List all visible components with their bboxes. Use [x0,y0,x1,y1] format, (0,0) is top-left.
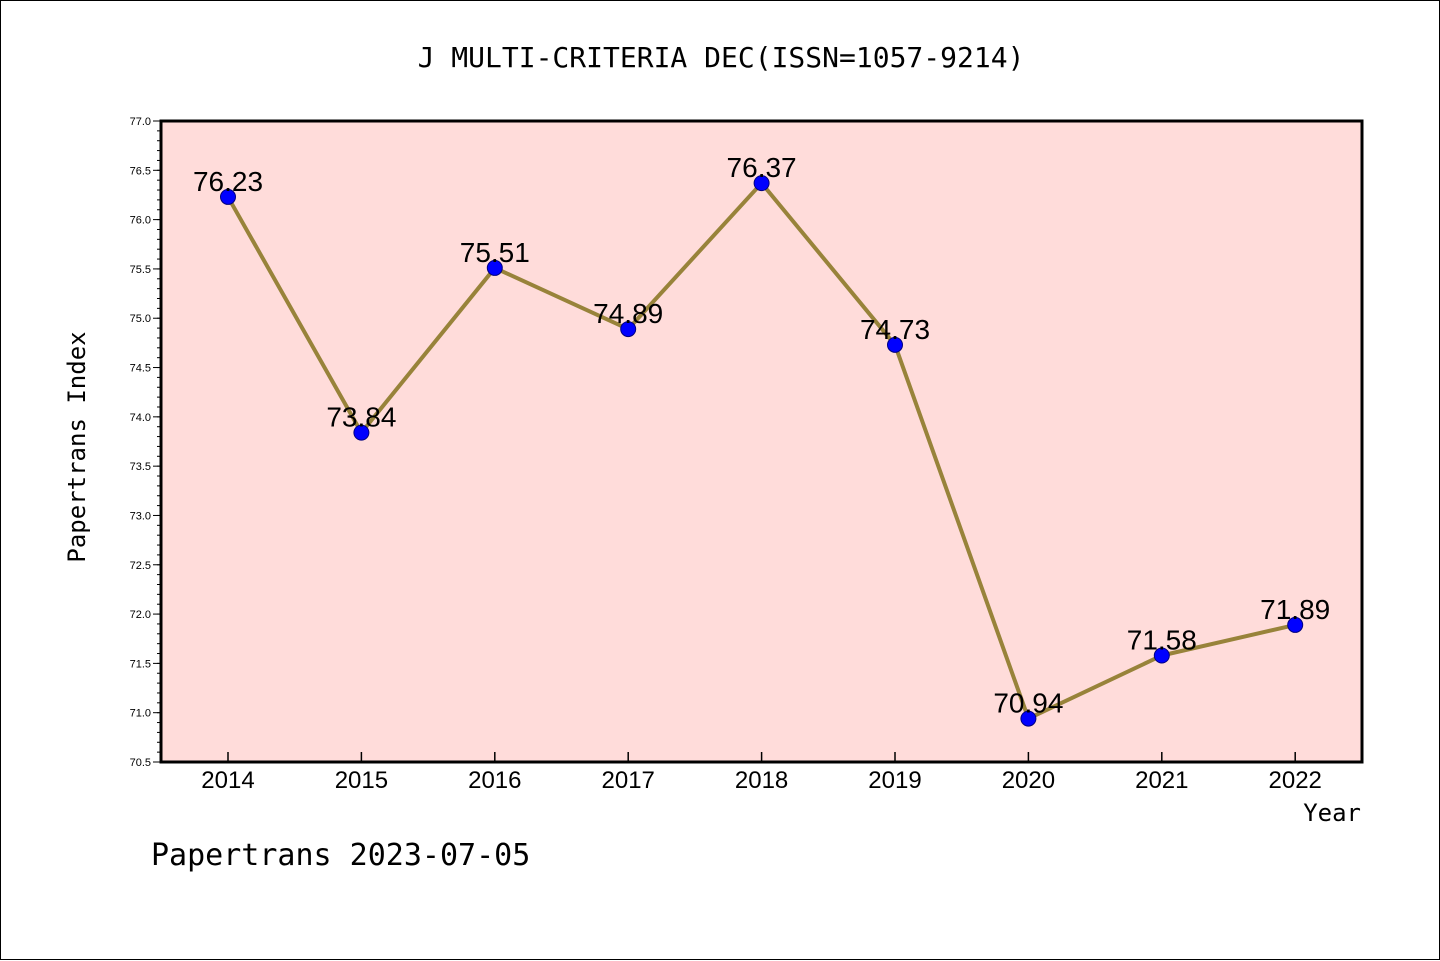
data-point [753,175,770,192]
y-tick-label: 72.0 [130,609,151,621]
y-tick-label: 73.5 [130,461,151,473]
data-label: 74.73 [860,314,930,345]
y-tick-label: 71.5 [130,658,151,670]
data-label: 73.84 [326,402,396,433]
x-tick-label: 2017 [602,767,655,794]
data-point [1287,616,1304,633]
data-point [220,188,236,205]
x-tick-label: 2022 [1269,767,1322,794]
y-tick-label: 74.5 [130,363,151,375]
x-tick-label: 2020 [1002,767,1055,794]
y-axis-label: Papertrans Index [63,331,91,562]
data-label: 76.37 [727,152,797,183]
y-axis: 70.5 71.0 71.5 72.0 72.5 73.0 73.5 74.0 74.5 75.0… [130,116,161,769]
data-point [1020,710,1037,727]
data-label: 74.89 [593,298,663,329]
y-tick-label: 71.0 [130,708,151,720]
data-point [1153,647,1170,664]
data-points [220,175,1304,727]
data-labels: 76.23 73.84 75.51 74.89 76.37 74.73 70.94 71.58… [193,152,1330,718]
data-label: 71.89 [1260,594,1330,625]
y-tick-label: 76.0 [130,215,151,227]
x-axis: 2014 2015 2016 2017 2018 2019 2020 2021 2022 [201,752,1322,794]
plot-area [161,121,1362,762]
chart-title: J MULTI-CRITERIA DEC(ISSN=1057-9214) [418,41,1025,74]
data-label: 70.94 [993,688,1063,719]
data-label: 76.23 [193,166,263,197]
y-tick-label: 76.5 [130,165,151,177]
data-point [887,336,903,353]
data-label: 71.58 [1127,624,1197,655]
x-tick-label: 2015 [335,767,388,794]
plot-border [159,119,1364,764]
data-point [620,321,637,338]
footer-credit: Papertrans 2023-07-05 [151,838,530,873]
y-tick-label: 70.5 [130,757,151,769]
data-point [353,424,370,441]
y-tick-label: 77.0 [130,116,151,128]
x-tick-label: 2016 [468,767,521,794]
y-tick-label: 75.5 [130,264,151,276]
y-tick-label: 73.0 [130,510,151,522]
x-tick-label: 2018 [735,767,788,794]
data-label: 75.51 [460,237,530,268]
y-tick-label: 74.0 [130,412,151,424]
y-tick-label: 72.5 [130,560,151,572]
data-point [486,259,503,276]
x-tick-label: 2021 [1135,767,1188,794]
x-axis-label: Year [1303,799,1361,827]
x-tick-label: 2014 [201,767,254,794]
x-tick-label: 2019 [868,767,921,794]
y-tick-label: 75.0 [130,313,151,325]
